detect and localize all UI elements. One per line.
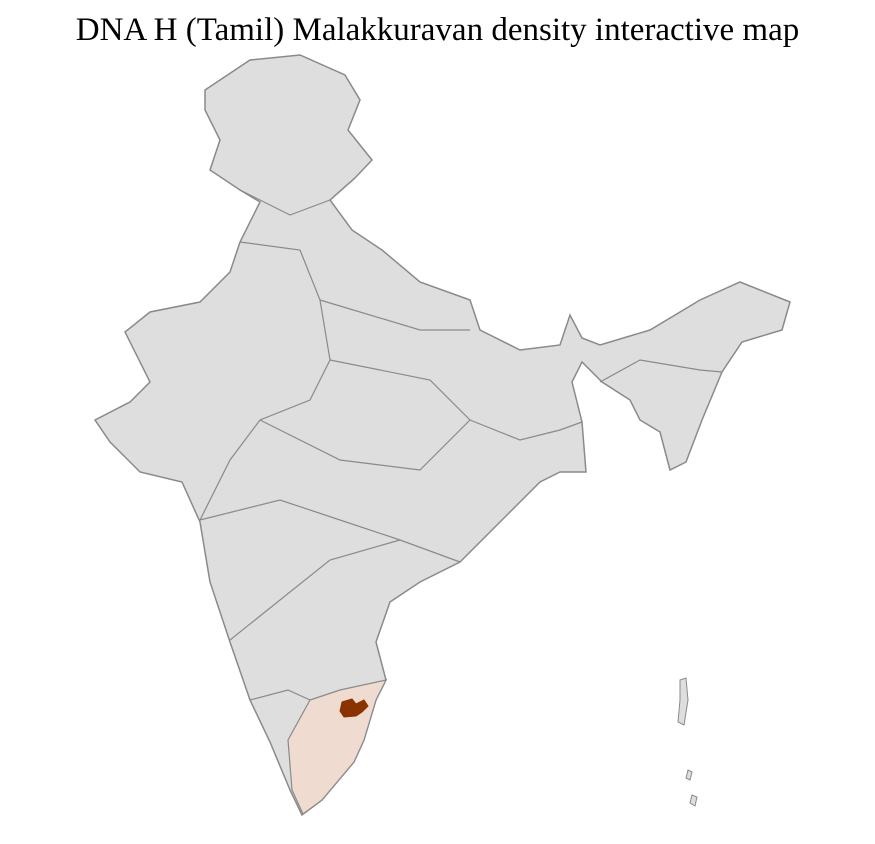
india-landmass[interactable] — [93, 54, 791, 817]
state-borders — [199, 189, 723, 701]
andaman-nicobar-islands[interactable] — [677, 677, 698, 807]
tamil-nadu-state[interactable] — [287, 679, 388, 815]
malakkuravan-highlight-district[interactable] — [339, 698, 369, 718]
map-title: DNA H (Tamil) Malakkuravan density inter… — [75, 12, 800, 48]
